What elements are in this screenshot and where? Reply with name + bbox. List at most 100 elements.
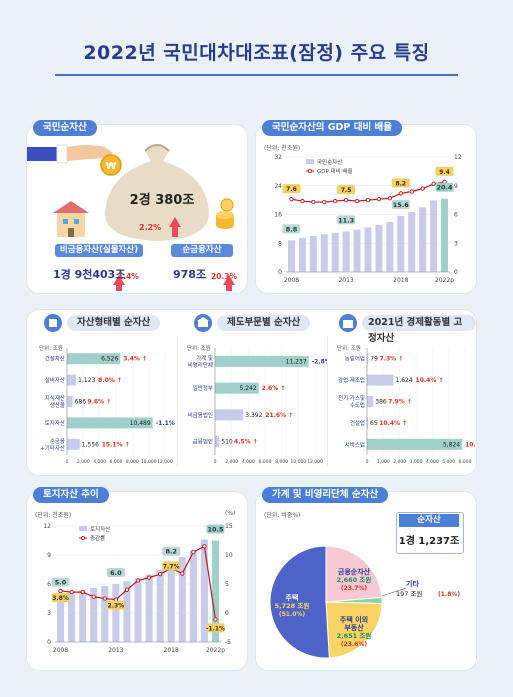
- x-tick: 2013: [108, 647, 123, 654]
- line-point: [343, 197, 349, 203]
- institution-unit: 단위: 조원: [187, 346, 211, 352]
- divider-right: [327, 336, 328, 466]
- x-tick: 2,000: [225, 459, 238, 465]
- value-label: 5,242: [239, 385, 256, 392]
- nonfin-label: 비금융자산(실물자산): [55, 244, 143, 257]
- bar: [200, 539, 208, 642]
- slice-amount: 197 조원: [396, 589, 422, 598]
- panel-tag-institution: 제도부문별 순자산: [217, 315, 311, 331]
- industry-chart: 0 1,000 2,000 3,000 4,000 5,000 6,000 농림어업 79 7.3…: [338, 348, 476, 465]
- category-label: 일반정부: [193, 384, 213, 392]
- line-label-bg: [435, 166, 454, 176]
- bar: [189, 550, 197, 642]
- y-right-tick: 10: [225, 552, 233, 559]
- page-title: 2022년 국민대차대조표(잠정) 주요 특징: [83, 42, 430, 64]
- y-right-tick: -5: [225, 639, 231, 646]
- line-point: [431, 181, 436, 186]
- value-label: 1,123: [78, 377, 95, 384]
- slice-share: (1.8%): [438, 591, 460, 598]
- value-label: 386: [375, 399, 387, 406]
- x-tick: 6,000: [459, 459, 472, 465]
- line-label: 2.3%: [108, 603, 125, 610]
- line-point: [135, 578, 141, 583]
- line-point: [191, 549, 196, 555]
- bar-label-bg: [282, 224, 301, 234]
- x-tick: 0: [366, 459, 369, 465]
- bar: [215, 409, 244, 421]
- category-label: 생산물: [50, 401, 65, 409]
- bar-label: 10.5: [207, 526, 224, 534]
- bar: [298, 238, 306, 272]
- category-label: 지식재산: [45, 394, 65, 402]
- bar-label: 5.0: [55, 579, 67, 587]
- bar: [79, 589, 87, 642]
- net-worth-illustration: ₩: [27, 144, 235, 291]
- x-tick: 10,000: [290, 459, 306, 465]
- bar-label: 8.2: [165, 548, 177, 556]
- x-tick: 4,000: [242, 459, 255, 465]
- bar: [353, 229, 361, 272]
- panel-tag-gdp-ratio: 국민순자산의 GDP 대비 배율: [262, 120, 402, 136]
- x-tick: 1,000: [377, 459, 390, 465]
- line-point: [387, 196, 393, 201]
- panel-middle: 자산형태별 순자산 제도부문별 순자산 2021년 경제활동별 고정자산 단위:…: [27, 310, 476, 475]
- growth-label: 9.6% ↑: [87, 399, 111, 406]
- x-tick: 3,000: [410, 459, 423, 465]
- category-label: 토지자산: [45, 419, 65, 427]
- pie-slice: [269, 545, 330, 659]
- category-label: 전기·가스및: [338, 394, 365, 402]
- line-point: [180, 571, 185, 576]
- bar: [215, 436, 220, 448]
- line-point: [202, 544, 207, 549]
- bar-label-bg: [51, 577, 70, 587]
- slice-share: (23.6%): [341, 641, 368, 648]
- value-label: 6,526: [101, 356, 118, 363]
- line-label: 9.4: [439, 169, 450, 176]
- asset-type-chart: 0 2,000 4,000 6,000 8,000 10,000 12,000 건설자산 6,5…: [40, 348, 177, 465]
- growth-label: 3.4% ↑: [123, 356, 147, 363]
- asset-type-unit: 단위: 조원: [39, 346, 63, 352]
- money-bag-icon: [105, 146, 209, 241]
- line-point: [69, 589, 74, 595]
- bar: [367, 417, 369, 429]
- bar: [67, 438, 80, 450]
- legend-swatch-bar: [306, 159, 314, 164]
- x-tick: 2008: [284, 277, 299, 284]
- category-label: 서비스업: [345, 440, 365, 448]
- line-point: [102, 596, 107, 601]
- growth-label: 10.4% ↑: [379, 420, 407, 427]
- y-left-tick: 8: [278, 240, 282, 247]
- bar-label-bg: [106, 568, 125, 577]
- growth-arrow-icon: [169, 217, 181, 237]
- bar-label-bg: [162, 546, 181, 556]
- bar: [397, 215, 405, 272]
- x-tick: 2018: [393, 277, 408, 284]
- panel-tag-net-worth: 국민순자산: [33, 120, 97, 136]
- slice-name: 금융순자산: [338, 567, 371, 576]
- category-label: 건설자산: [45, 355, 65, 363]
- bar: [367, 396, 374, 407]
- slice-amount: 2,660 조원: [337, 575, 372, 584]
- bar-label-bg: [206, 524, 225, 534]
- line-label: 7.7%: [163, 563, 180, 570]
- line-point: [157, 571, 163, 577]
- y-left-tick: 0: [278, 269, 282, 276]
- y-left-tick: 0: [47, 639, 51, 646]
- line-point: [420, 186, 425, 191]
- category-label: 가계 및: [196, 354, 213, 362]
- line-label: -1.1%: [206, 625, 225, 632]
- panel-tag-land: 토지자산 추이: [33, 487, 109, 503]
- line-point: [80, 589, 85, 595]
- bar: [67, 417, 153, 429]
- y-right-tick: 0: [454, 269, 458, 276]
- factory-chip-icon: [339, 314, 357, 332]
- category-label: 설비자산: [45, 376, 65, 384]
- x-tick: 2022p: [206, 647, 225, 654]
- bar-label: 15.6: [393, 201, 410, 209]
- svg-text:₩: ₩: [105, 161, 116, 172]
- line-label-bg: [206, 623, 225, 633]
- x-tick: 8,000: [126, 459, 139, 465]
- line-label: 7.6: [286, 186, 297, 193]
- fin-growth-arrow-icon: [223, 275, 235, 291]
